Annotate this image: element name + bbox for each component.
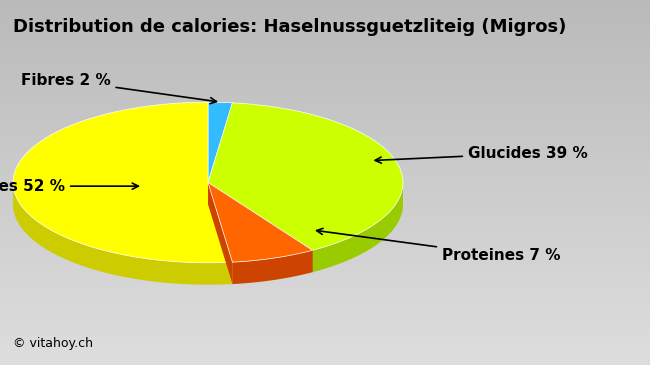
PathPatch shape	[208, 182, 233, 284]
PathPatch shape	[13, 185, 233, 285]
PathPatch shape	[313, 183, 403, 272]
Text: Proteines 7 %: Proteines 7 %	[317, 228, 560, 263]
Text: © vitahoy.ch: © vitahoy.ch	[13, 337, 93, 350]
PathPatch shape	[208, 182, 313, 272]
PathPatch shape	[208, 103, 403, 250]
PathPatch shape	[208, 182, 233, 284]
PathPatch shape	[233, 250, 313, 284]
Text: Lipides 52 %: Lipides 52 %	[0, 178, 138, 194]
PathPatch shape	[208, 102, 233, 182]
Text: Fibres 2 %: Fibres 2 %	[21, 73, 216, 104]
PathPatch shape	[208, 182, 313, 272]
Text: Distribution de calories: Haselnussguetzliteig (Migros): Distribution de calories: Haselnussguetz…	[13, 18, 566, 36]
Text: Glucides 39 %: Glucides 39 %	[375, 146, 588, 163]
PathPatch shape	[13, 102, 233, 263]
PathPatch shape	[208, 182, 313, 262]
